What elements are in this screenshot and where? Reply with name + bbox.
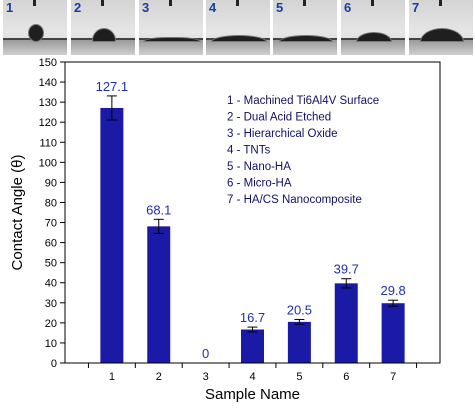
value-label-sample-1: 127.1 [96, 79, 129, 94]
substrate [139, 40, 203, 55]
photo-number-label: 2 [74, 0, 82, 15]
x-tick-label: 3 [203, 371, 209, 383]
droplet-photo-4: 4 [206, 0, 270, 55]
needle-tip [371, 0, 374, 6]
x-tick-label: 7 [390, 371, 396, 383]
y-tick-label: 100 [39, 157, 57, 169]
legend-entry-1: 1 - Machined Ti6Al4V Surface [227, 95, 379, 107]
y-tick-label: 20 [45, 318, 57, 330]
bar-sample-1 [100, 107, 124, 363]
water-droplet [92, 28, 116, 42]
needle-tip [236, 0, 239, 6]
water-droplet [28, 24, 44, 42]
droplet-photo-3: 3 [139, 0, 203, 55]
y-tick-label: 30 [45, 298, 57, 310]
y-tick-label: 80 [45, 197, 57, 209]
value-label-sample-5: 20.5 [287, 302, 312, 317]
y-tick-label: 0 [51, 358, 57, 370]
photo-number-label: 6 [344, 0, 352, 15]
bar-sample-4 [241, 329, 264, 363]
y-tick-label: 120 [39, 117, 57, 129]
value-label-sample-2: 68.1 [146, 202, 171, 217]
needle-tip [101, 0, 104, 6]
y-tick-label: 10 [45, 338, 57, 350]
substrate [71, 40, 135, 55]
legend-entry-2: 2 - Dual Acid Etched [227, 112, 331, 124]
water-droplet [279, 35, 333, 42]
y-axis-label: Contact Angle (θ) [9, 155, 26, 271]
water-droplet [356, 32, 392, 42]
y-tick-label: 50 [45, 258, 57, 270]
y-tick-label: 150 [39, 57, 57, 69]
droplet-photo-2: 2 [71, 0, 135, 55]
plot-frame [64, 61, 441, 364]
x-tick-label: 5 [296, 371, 302, 383]
bar-sample-5 [287, 321, 311, 363]
x-tick-label: 4 [249, 371, 255, 383]
y-tick-label: 40 [45, 278, 57, 290]
y-tick-label: 140 [39, 77, 57, 89]
value-label-sample-6: 39.7 [334, 262, 359, 277]
bar-sample-6 [334, 283, 358, 363]
value-label-sample-4: 16.7 [240, 310, 265, 325]
substrate [409, 40, 473, 55]
needle-tip [33, 0, 36, 6]
legend: 1 - Machined Ti6Al4V Surface 2 - Dual Aci… [227, 95, 379, 206]
x-tick-label: 2 [156, 371, 162, 383]
photo-number-label: 3 [142, 0, 150, 15]
legend-entry-6: 6 - Micro-HA [227, 178, 292, 190]
substrate [3, 40, 67, 55]
legend-entry-7: 7 - HA/CS Nanocomposite [227, 194, 362, 206]
legend-entry-4: 4 - TNTs [227, 145, 270, 157]
needle-tip [169, 0, 172, 6]
photo-number-label: 4 [209, 0, 217, 15]
value-label-sample-3: 0 [202, 346, 209, 361]
needle-tip [303, 0, 306, 6]
droplet-photo-strip: 1 2 3 4 5 6 7 [0, 0, 475, 55]
bars: 127.1 68.1 0 16.7 20.5 39.7 29.8 [96, 79, 406, 363]
y-tick-label: 130 [39, 97, 57, 109]
droplet-photo-7: 7 [409, 0, 473, 55]
y-tick-label: 70 [45, 218, 57, 230]
bar-sample-7 [381, 303, 405, 363]
water-droplet [143, 37, 201, 42]
needle-tip [439, 0, 442, 6]
x-tick-label: 6 [343, 371, 349, 383]
x-axis-ticks: 1 2 3 4 5 6 7 [87, 363, 418, 383]
y-tick-label: 110 [39, 137, 57, 149]
substrate [206, 40, 270, 55]
x-axis-label: Sample Name [205, 386, 300, 403]
legend-entry-3: 3 - Hierarchical Oxide [227, 128, 338, 140]
y-tick-label: 60 [45, 238, 57, 250]
legend-entry-5: 5 - Nano-HA [227, 161, 291, 173]
photo-number-label: 1 [6, 0, 14, 15]
water-droplet [420, 28, 464, 42]
droplet-photo-5: 5 [273, 0, 337, 55]
bar-sample-2 [147, 226, 171, 363]
x-tick-label: 1 [109, 371, 115, 383]
droplet-photo-1: 1 [3, 0, 67, 55]
y-tick-label: 90 [45, 177, 57, 189]
substrate [341, 40, 405, 55]
y-axis-ticks: 0 10 20 30 40 50 60 70 80 90 100 110 120 130 140 150 [39, 57, 65, 370]
water-droplet [211, 35, 267, 42]
droplet-photo-6: 6 [341, 0, 405, 55]
photo-number-label: 7 [412, 0, 420, 15]
substrate [273, 40, 337, 55]
photo-number-label: 5 [276, 0, 284, 15]
value-label-sample-7: 29.8 [380, 283, 405, 298]
